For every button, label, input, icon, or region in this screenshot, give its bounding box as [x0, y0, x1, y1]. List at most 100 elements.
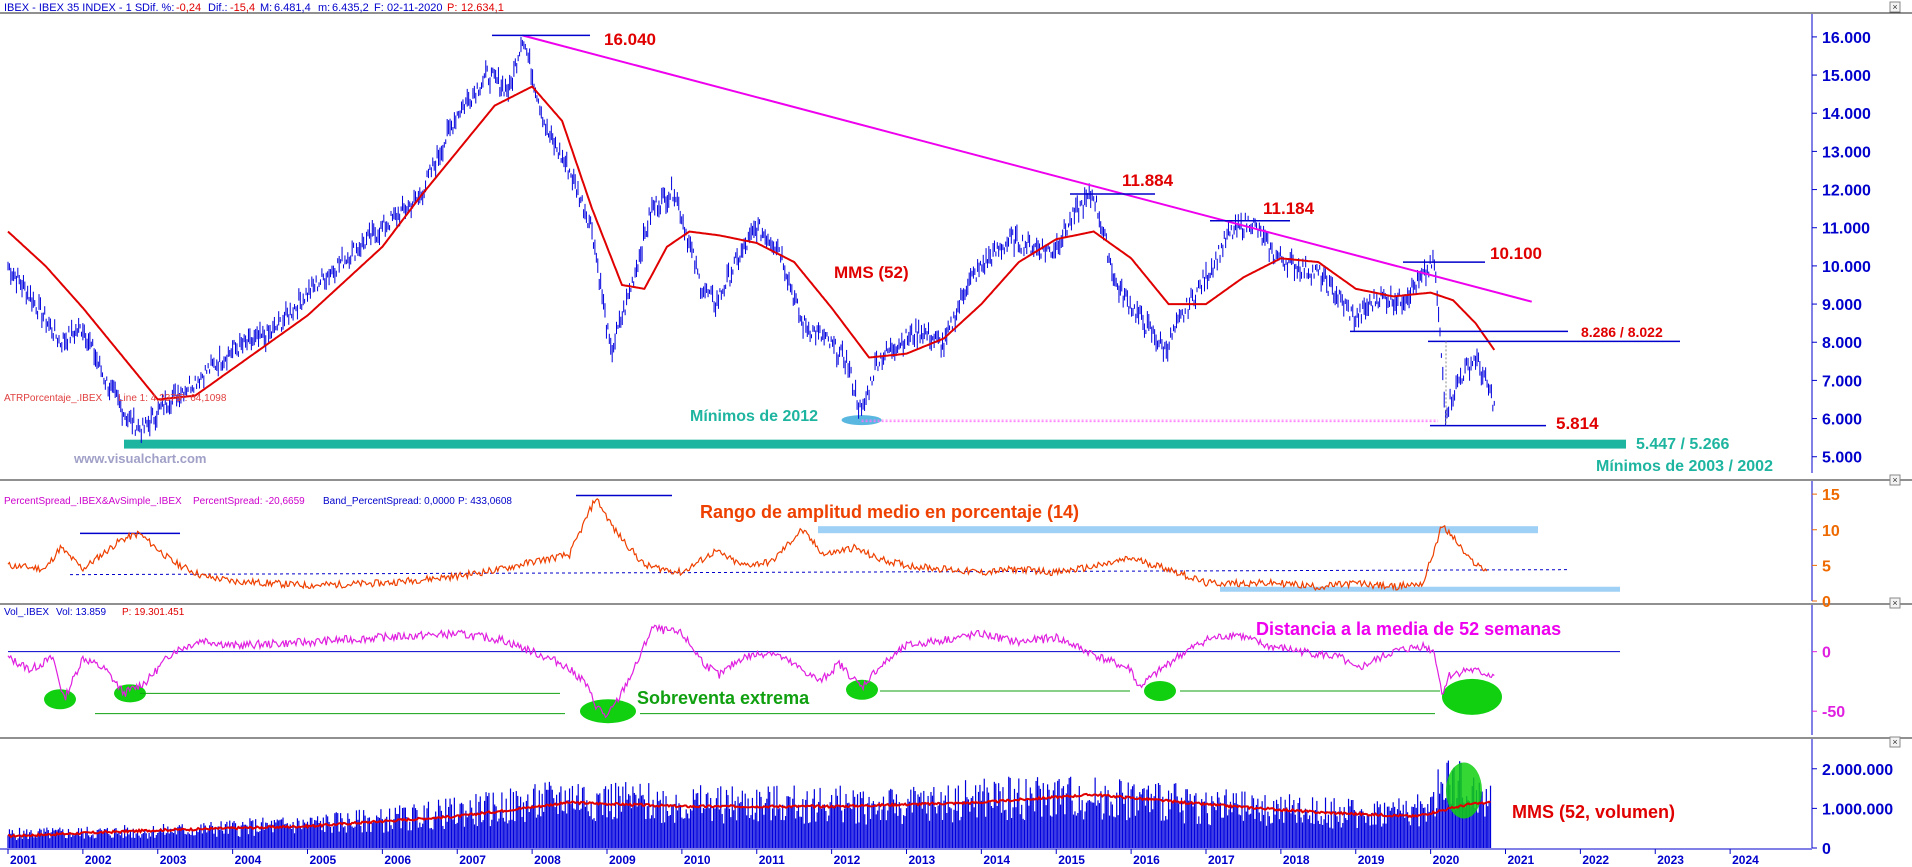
y-tick-label: 1.000.000: [1822, 801, 1893, 818]
atr-header-p: P: 64,1098: [178, 393, 227, 404]
x-tick-label: 2019: [1358, 853, 1385, 867]
pane-close-button[interactable]: [1889, 474, 1901, 486]
x-tick-label: 2009: [609, 853, 636, 867]
label-gap-2020: 8.286 / 8.022: [1581, 324, 1663, 340]
atr-band-low: [1220, 586, 1620, 592]
y-tick-label: -50: [1822, 704, 1845, 721]
label-oversold: Sobreventa extrema: [637, 688, 810, 708]
close-icon: ×: [1892, 2, 1897, 12]
x-tick-label: 2015: [1058, 853, 1085, 867]
y-tick-label: 8.000: [1822, 335, 1862, 352]
y-tick-label: 9.000: [1822, 297, 1862, 314]
support-band-2003: [124, 439, 1626, 449]
atr-header-line: Line 1: 4,2375: [118, 393, 182, 404]
volume-bars: [7, 760, 1492, 848]
label-high-2007: 16.040: [604, 30, 656, 49]
price-header-date: 02-11-2020: [387, 2, 442, 14]
close-icon: ×: [1892, 475, 1897, 485]
y-tick-label: 16.000: [1822, 30, 1871, 47]
label-high-2020: 10.100: [1490, 244, 1542, 263]
pane-close-button[interactable]: [1889, 597, 1901, 609]
x-tick-label: 2012: [834, 853, 861, 867]
x-tick-label: 2005: [310, 853, 337, 867]
label-mins-2012: Mínimos de 2012: [690, 408, 818, 425]
volume-mma-line: [7, 792, 1491, 839]
spread-line: [7, 623, 1495, 719]
spread-header-p: P: 433,0608: [458, 496, 512, 507]
atr-header-name: ATRPorcentaje_.IBEX: [4, 393, 103, 404]
price-bars: [7, 36, 1495, 444]
price-header-date-label: F:: [374, 2, 384, 14]
spread-header-band: Band_PercentSpread: 0,0000: [323, 496, 455, 507]
y-tick-label: 5: [1822, 558, 1831, 575]
pane-close-button[interactable]: [1889, 736, 1901, 748]
x-tick-label: 2022: [1582, 853, 1609, 867]
y-tick-label: 0: [1822, 645, 1831, 662]
volume-header-name: Vol_.IBEX: [4, 607, 49, 618]
label-mma: MMS (52): [834, 263, 909, 282]
label-low-2020: 5.814: [1556, 414, 1599, 433]
y-tick-label: 2.000.000: [1822, 762, 1893, 779]
oversold-ellipse: [1442, 678, 1502, 715]
x-tick-label: 2004: [235, 853, 262, 867]
price-header-p: 12.634,1: [461, 2, 504, 14]
price-header-dif: -15,4: [230, 2, 255, 14]
price-header-min: 6.435,2: [332, 2, 369, 14]
x-tick-label: 2013: [909, 853, 936, 867]
volume-header-p: P: 19.301.451: [122, 607, 185, 618]
x-tick-label: 2017: [1208, 853, 1235, 867]
y-tick-label: 7.000: [1822, 373, 1862, 390]
x-tick-label: 2024: [1732, 853, 1759, 867]
price-header-difpct-label: Dif. %:: [142, 2, 174, 14]
price-header-p-label: P:: [447, 2, 457, 14]
y-tick-label: 13.000: [1822, 144, 1871, 161]
price-header-dif-label: Dif.:: [208, 2, 228, 14]
trendline: [522, 34, 1533, 303]
label-vol-mma: MMS (52, volumen): [1512, 802, 1675, 822]
x-tick-label: 2007: [459, 853, 486, 867]
x-tick-label: 2008: [534, 853, 561, 867]
volume-header-vol: Vol: 13.859: [56, 607, 106, 618]
x-tick-label: 2021: [1508, 853, 1535, 867]
spread-header-value: PercentSpread: -20,6659: [193, 496, 305, 507]
x-tick-label: 2023: [1657, 853, 1684, 867]
label-spread-title: Distancia a la media de 52 semanas: [1256, 619, 1561, 639]
mma-line: [7, 85, 1496, 401]
x-tick-label: 2014: [983, 853, 1010, 867]
x-tick-label: 2010: [684, 853, 711, 867]
y-tick-label: 12.000: [1822, 183, 1871, 200]
atr-header: ATRPorcentaje_.IBEX Line 1: 4,2375 P: 64…: [4, 393, 227, 404]
y-tick-label: 15.000: [1822, 68, 1871, 85]
watermark: www.visualchart.com: [73, 451, 206, 466]
y-tick-label: 10.000: [1822, 259, 1871, 276]
x-tick-label: 2020: [1433, 853, 1460, 867]
y-tick-label: 11.000: [1822, 221, 1870, 238]
pane-close-button[interactable]: [1889, 1, 1901, 13]
y-tick-label: 14.000: [1822, 106, 1871, 123]
label-high-2017: 11.184: [1263, 199, 1315, 218]
price-header-max-label: M:: [260, 2, 272, 14]
y-tick-label: 0: [1822, 594, 1831, 611]
x-tick-label: 2011: [759, 853, 785, 867]
price-header-min-label: m:: [318, 2, 330, 14]
close-icon: ×: [1892, 737, 1897, 747]
price-header-max: 6.481,4: [274, 2, 311, 14]
price-header-difpct: -0,24: [176, 2, 201, 14]
x-tick-label: 2016: [1133, 853, 1160, 867]
price-header: IBEX - IBEX 35 INDEX - 1 S Dif. %: -0,24…: [4, 2, 504, 14]
y-tick-label: 10: [1822, 523, 1840, 540]
oversold-ellipse: [1144, 680, 1176, 701]
y-tick-label: 6.000: [1822, 412, 1862, 429]
close-icon: ×: [1892, 598, 1897, 608]
annotation-texts: 16.040 11.884 11.184 10.100 8.286 / 8.02…: [73, 30, 1773, 822]
oversold-ellipse: [44, 689, 76, 710]
x-tick-label: 2018: [1283, 853, 1310, 867]
spread-header-name: PercentSpread_.IBEX&AvSimple_.IBEX: [4, 496, 182, 507]
x-tick-label: 2006: [384, 853, 411, 867]
label-high-2015: 11.884: [1122, 171, 1174, 190]
oversold-ellipse: [846, 679, 878, 700]
oversold-ellipse: [580, 699, 636, 724]
x-tick-label: 2003: [160, 853, 187, 867]
atr-line: [7, 497, 1488, 592]
